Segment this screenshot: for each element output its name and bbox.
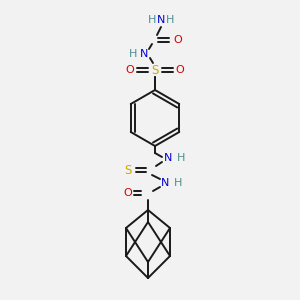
- Text: H: H: [174, 178, 182, 188]
- Text: O: O: [174, 35, 182, 45]
- Text: H: H: [166, 15, 174, 25]
- Text: O: O: [176, 65, 184, 75]
- Text: O: O: [124, 188, 132, 198]
- Text: N: N: [164, 153, 172, 163]
- Text: N: N: [161, 178, 169, 188]
- Text: N: N: [140, 49, 148, 59]
- Text: H: H: [177, 153, 185, 163]
- Text: S: S: [151, 64, 159, 76]
- Text: N: N: [157, 15, 165, 25]
- Text: H: H: [129, 49, 137, 59]
- Text: O: O: [126, 65, 134, 75]
- Text: S: S: [124, 164, 132, 176]
- Text: H: H: [148, 15, 156, 25]
